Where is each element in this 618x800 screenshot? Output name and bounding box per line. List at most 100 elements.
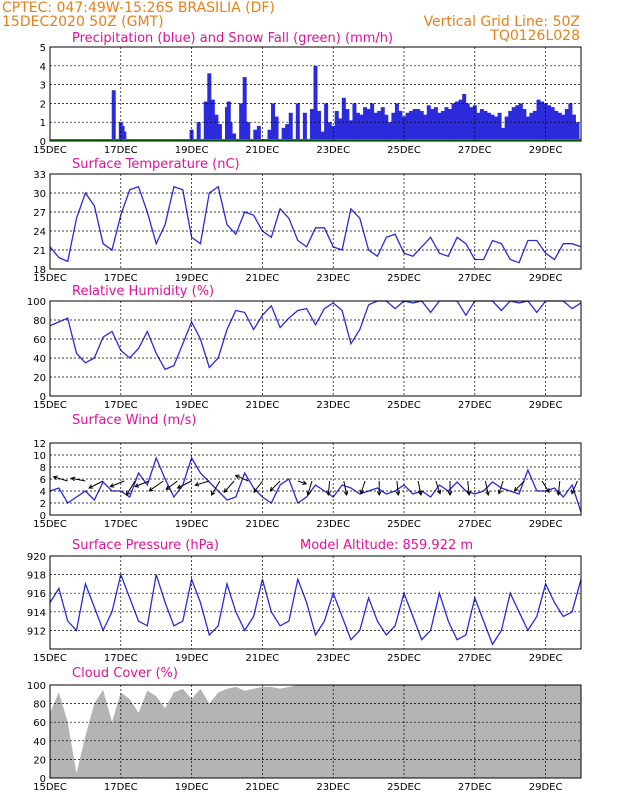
- temperature-title: Surface Temperature (nC): [72, 157, 240, 172]
- precip-bar: [239, 103, 244, 141]
- wind-arrowhead: [395, 491, 401, 497]
- precip-bar: [285, 124, 290, 141]
- y-tick-label: 33: [33, 170, 46, 181]
- precip-bar: [391, 112, 396, 141]
- precip-bar: [426, 105, 431, 141]
- y-tick-label: 21: [33, 246, 46, 257]
- precip-bar: [210, 99, 215, 141]
- precip-bar: [288, 112, 293, 141]
- precip-bar: [522, 109, 527, 141]
- date-label: 27DEC: [458, 145, 492, 156]
- precip-bar: [476, 112, 481, 141]
- date-label: 17DEC: [104, 273, 138, 284]
- y-tick-label: 20: [33, 755, 46, 766]
- wind-arrow: [514, 480, 525, 492]
- wind-arrow: [126, 480, 136, 496]
- wind-arrowhead: [326, 491, 331, 497]
- precipitation-title: Precipitation (blue) and Snow Fall (gree…: [72, 31, 393, 46]
- wind-arrow: [211, 480, 221, 496]
- y-tick-label: 20: [33, 373, 46, 384]
- date-label: 21DEC: [246, 653, 280, 664]
- precip-bar: [341, 97, 346, 141]
- wind-title: Surface Wind (m/s): [72, 413, 196, 428]
- precip-bar: [334, 110, 339, 141]
- wind-arrow: [571, 480, 578, 494]
- precip-bar: [348, 120, 353, 141]
- y-tick-label: 40: [33, 354, 46, 365]
- date-label: 23DEC: [316, 782, 350, 793]
- date-label: 17DEC: [104, 145, 138, 156]
- pressure-line: [49, 572, 582, 646]
- wind-arrowhead: [343, 491, 349, 497]
- precip-bar: [384, 114, 389, 141]
- precip-bar: [331, 125, 336, 141]
- precip-bar: [561, 114, 566, 141]
- wind-arrowhead: [165, 485, 171, 491]
- wind-arrow: [435, 480, 441, 494]
- date-label: 25DEC: [387, 782, 421, 793]
- date-label: 23DEC: [316, 273, 350, 284]
- precip-bar: [462, 94, 467, 141]
- humidity-line: [49, 300, 582, 371]
- run-date-header: 15DEC2020 50Z (GMT): [2, 14, 164, 30]
- date-label: 15DEC: [33, 782, 67, 793]
- y-tick-label: 27: [33, 208, 46, 219]
- wind-arrowhead: [376, 491, 382, 497]
- wind-arrowhead: [210, 490, 216, 496]
- precip-bar: [419, 110, 424, 141]
- wind-arrowhead: [134, 483, 140, 488]
- model-id: TQ0126L028: [489, 28, 580, 44]
- y-tick-label: 8: [40, 463, 46, 474]
- precip-bar: [448, 109, 453, 141]
- precip-bar: [536, 99, 541, 141]
- date-label: 19DEC: [175, 273, 209, 284]
- precip-bar: [405, 112, 410, 141]
- wind-arrow: [269, 480, 281, 492]
- wind-arrowhead: [148, 486, 154, 492]
- precip-bar: [494, 116, 499, 141]
- precip-bar: [363, 107, 368, 141]
- precip-bar: [437, 112, 442, 141]
- plot-frame: [49, 442, 582, 516]
- precip-bar: [508, 110, 513, 141]
- precip-bar: [327, 122, 332, 141]
- date-label: 23DEC: [316, 653, 350, 664]
- date-label: 21DEC: [246, 400, 280, 411]
- wind-arrow: [71, 477, 86, 482]
- wind-arrow: [134, 480, 150, 488]
- wind-arrow: [165, 480, 178, 490]
- precip-bar: [525, 116, 530, 141]
- wind-arrowhead: [359, 489, 365, 495]
- precipitation-panel: 0 1 2 3 4 5 Precipitation (blue) and Snow Fall…: [33, 31, 582, 156]
- precip-bar: [267, 129, 272, 141]
- wind-arrow: [253, 480, 263, 493]
- precip-bar: [529, 112, 534, 141]
- y-tick-label: 100: [27, 681, 46, 692]
- wind-arrow: [235, 474, 249, 482]
- wind-arrow: [148, 480, 164, 492]
- date-label: 19DEC: [175, 145, 209, 156]
- y-tick-label: 916: [27, 589, 46, 600]
- date-label: 15DEC: [33, 519, 67, 530]
- precip-bar: [380, 107, 385, 141]
- wind-arrowhead: [126, 490, 131, 496]
- precip-bar: [501, 127, 506, 141]
- wind-arrowhead: [447, 491, 453, 497]
- wind-arrow: [557, 480, 561, 496]
- vertical-grid-note: Vertical Grid Line: 50Z: [424, 14, 580, 30]
- y-tick-label: 100: [27, 297, 46, 308]
- precip-bar: [504, 116, 509, 141]
- date-label: 29DEC: [529, 653, 563, 664]
- wind-arrow: [417, 480, 422, 496]
- wind-arrowhead: [466, 491, 472, 497]
- y-tick-label: 0: [40, 137, 46, 148]
- date-label: 23DEC: [316, 519, 350, 530]
- date-label: 29DEC: [529, 782, 563, 793]
- precip-bar: [370, 103, 375, 141]
- precip-bar: [274, 116, 279, 141]
- date-label: 25DEC: [387, 145, 421, 156]
- wind-arrowhead: [194, 482, 200, 487]
- date-label: 15DEC: [33, 145, 67, 156]
